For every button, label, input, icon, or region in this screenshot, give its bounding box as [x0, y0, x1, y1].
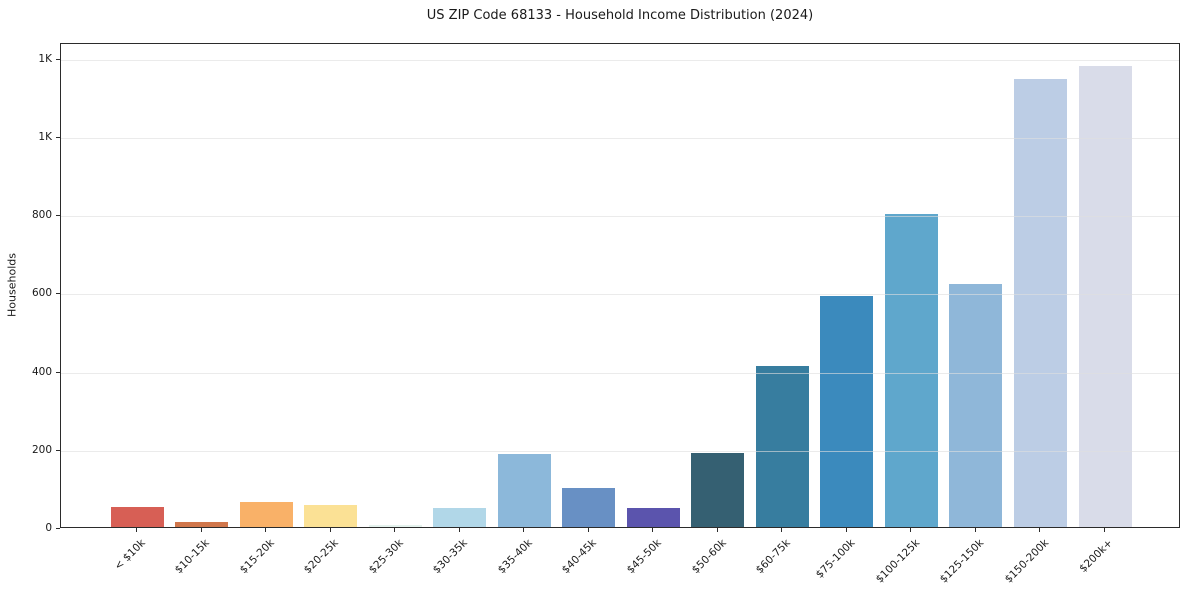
bar-$10-15k — [175, 522, 229, 527]
gridline — [61, 59, 1179, 61]
x-tick-mark — [910, 528, 912, 532]
bar-$150-200k — [1013, 79, 1067, 527]
x-tick-mark — [1104, 528, 1105, 532]
x-tick-label: $30-35k — [431, 537, 471, 577]
x-tick-mark — [652, 528, 654, 532]
x-tick-mark — [394, 528, 396, 532]
bar-$15-20k — [239, 501, 293, 527]
bar-$20-25k — [304, 504, 358, 527]
x-tick-label: $20-25k — [302, 537, 342, 577]
x-tick-label: $75-100k — [813, 537, 858, 581]
y-tick-label: 600 — [31, 287, 52, 300]
bar-$75-100k — [820, 296, 874, 527]
x-tick-label: $200k+ — [1077, 537, 1116, 575]
gridline — [61, 372, 1179, 374]
gridline — [61, 294, 1179, 296]
x-tick-mark — [329, 528, 331, 532]
y-axis-label: Households — [5, 253, 19, 317]
x-tick-label: $100-125k — [873, 537, 922, 586]
x-tick-mark — [523, 528, 525, 532]
y-tick-mark — [56, 293, 60, 295]
plot-area — [60, 43, 1180, 528]
x-tick-mark — [974, 528, 976, 532]
y-tick-label: 1K — [38, 130, 52, 143]
bar-$60-75k — [755, 365, 809, 527]
y-tick-mark — [56, 371, 60, 373]
x-tick-mark — [587, 528, 589, 532]
y-tick-mark — [56, 58, 60, 60]
x-tick-label: $150-200k — [1002, 537, 1051, 586]
bar-$200k+ — [1078, 66, 1132, 527]
y-tick-label: 0 — [45, 522, 52, 534]
x-tick-mark — [136, 528, 137, 532]
x-tick-mark — [845, 528, 847, 532]
x-tick-mark — [781, 528, 783, 532]
bar-< $10k — [110, 507, 164, 527]
x-tick-mark — [1039, 528, 1041, 532]
x-tick-mark — [716, 528, 718, 532]
x-tick-mark — [458, 528, 460, 532]
x-tick-label: $35-40k — [495, 537, 535, 577]
y-tick-label: 400 — [31, 365, 52, 378]
x-tick-label: $15-20k — [237, 537, 277, 577]
x-tick-label: $25-30k — [366, 537, 406, 577]
x-tick-label: $45-50k — [624, 537, 664, 577]
chart-title: US ZIP Code 68133 - Household Income Dis… — [426, 8, 814, 23]
x-tick-label: $50-60k — [689, 537, 729, 577]
y-tick-label: 1K — [38, 52, 52, 65]
bar-$100-125k — [884, 214, 938, 527]
x-tick-label: $40-45k — [560, 537, 600, 577]
x-tick-label: $60-75k — [753, 537, 793, 577]
y-tick-mark — [56, 215, 60, 217]
y-tick-mark — [56, 449, 60, 451]
x-tick-mark — [265, 528, 267, 532]
x-tick-mark — [200, 528, 202, 532]
x-tick-label: $10-15k — [172, 537, 213, 577]
x-tick-label: $125-150k — [937, 537, 987, 586]
bar-$25-30k — [368, 525, 422, 527]
gridline — [61, 137, 1179, 139]
y-tick-label: 800 — [31, 209, 52, 222]
bar-$30-35k — [433, 508, 487, 527]
y-tick-mark — [56, 528, 60, 529]
y-tick-mark — [56, 136, 60, 138]
bar-$125-150k — [949, 283, 1003, 527]
gridline — [61, 450, 1179, 452]
bar-$35-40k — [497, 453, 551, 527]
bar-$45-50k — [626, 507, 680, 527]
bar-$40-45k — [562, 487, 616, 527]
y-tick-label: 200 — [31, 443, 52, 456]
x-tick-label: < $10k — [111, 537, 148, 573]
bar-$50-60k — [691, 452, 745, 527]
gridline — [61, 216, 1179, 218]
